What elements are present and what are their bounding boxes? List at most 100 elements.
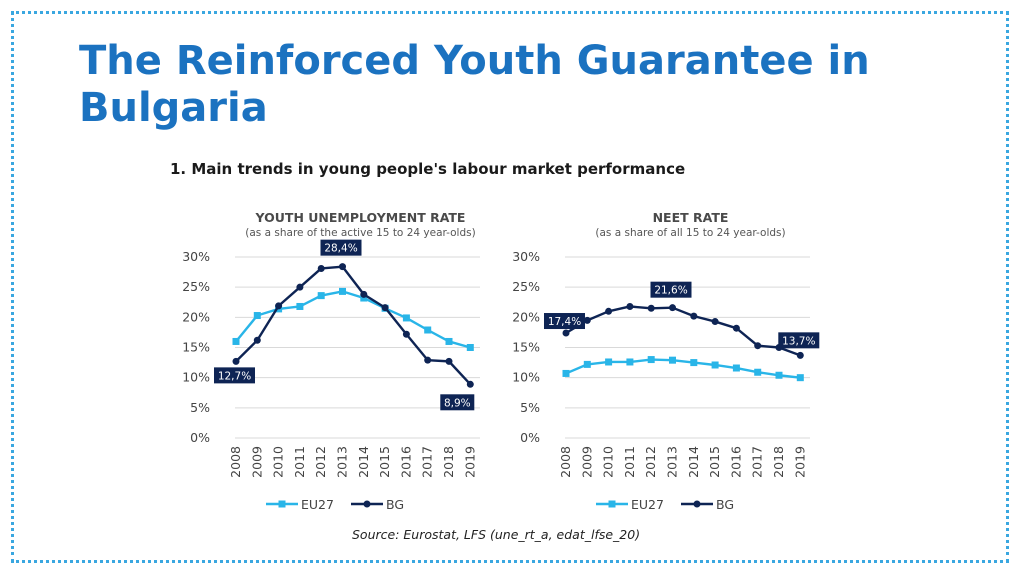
x-tick-label: 2009 xyxy=(249,446,264,478)
x-tick-label: 2010 xyxy=(601,446,616,478)
point-eu27 xyxy=(445,337,453,345)
data-label: 21,6% xyxy=(654,285,687,297)
data-label: 17,4% xyxy=(548,316,581,328)
x-tick-label: 2015 xyxy=(707,446,722,478)
y-tick-label: 5% xyxy=(520,400,540,415)
point-bg xyxy=(253,336,261,344)
point-eu27 xyxy=(562,369,570,377)
x-tick-label: 2017 xyxy=(420,446,435,478)
y-tick-label: 0% xyxy=(520,430,540,445)
section-heading: 1. Main trends in young people's labour … xyxy=(170,160,686,178)
x-tick-label: 2016 xyxy=(728,446,743,478)
point-bg xyxy=(732,324,740,332)
y-tick-label: 25% xyxy=(182,279,210,294)
slide-frame xyxy=(11,11,1009,563)
legend-marker-bg xyxy=(693,500,701,508)
x-tick-label: 2014 xyxy=(686,446,701,478)
point-eu27 xyxy=(690,359,698,367)
point-eu27 xyxy=(360,294,368,302)
point-bg xyxy=(466,380,474,388)
data-label: 28,4% xyxy=(324,243,357,255)
point-eu27 xyxy=(583,360,591,368)
series-line-bg xyxy=(565,305,801,357)
chart-subtitle: (as a share of all 15 to 24 year-olds) xyxy=(595,227,785,239)
x-tick-label: 2011 xyxy=(292,446,307,478)
point-eu27 xyxy=(339,287,346,295)
point-bg xyxy=(711,318,719,326)
chart-subtitle: (as a share of the active 15 to 24 year-… xyxy=(245,227,475,239)
y-tick-label: 25% xyxy=(512,279,540,294)
y-tick-label: 10% xyxy=(512,370,540,385)
point-eu27 xyxy=(402,314,410,322)
point-bg xyxy=(754,342,762,350)
data-label-box xyxy=(650,281,692,298)
x-tick-label: 2011 xyxy=(622,446,637,478)
x-tick-label: 2013 xyxy=(665,446,680,478)
point-eu27 xyxy=(466,344,474,351)
point-bg xyxy=(402,330,410,338)
x-tick-label: 2017 xyxy=(750,446,765,478)
y-tick-label: 15% xyxy=(512,340,540,355)
point-eu27 xyxy=(626,358,634,366)
youth-unemployment-chart: YOUTH UNEMPLOYMENT RATE (as a share of th… xyxy=(182,210,480,512)
legend-marker-bg xyxy=(363,500,371,508)
y-tick-label: 20% xyxy=(182,309,210,324)
x-tick-label: 2014 xyxy=(356,446,371,478)
point-bg xyxy=(232,357,240,365)
legend-marker-eu27 xyxy=(608,500,616,508)
point-eu27 xyxy=(711,361,719,369)
x-tick-label: 2015 xyxy=(377,446,392,478)
point-bg xyxy=(796,351,804,359)
point-eu27 xyxy=(647,356,655,364)
point-eu27 xyxy=(253,312,261,320)
point-bg xyxy=(690,312,698,320)
y-tick-label: 5% xyxy=(190,400,210,415)
slide-title: The Reinforced Youth Guarantee in Bulgar… xyxy=(79,38,870,131)
series-line-eu27 xyxy=(565,358,801,379)
x-tick-label: 2019 xyxy=(792,446,807,478)
point-eu27 xyxy=(796,374,804,382)
data-label-box xyxy=(320,239,362,256)
point-bg xyxy=(296,283,304,291)
x-tick-label: 2008 xyxy=(558,446,573,478)
neet-rate-chart: NEET RATE (as a share of all 15 to 24 yea… xyxy=(512,210,820,512)
legend-label-bg: BG xyxy=(386,497,404,512)
point-bg xyxy=(626,302,634,310)
point-bg xyxy=(605,307,613,315)
data-label-box xyxy=(214,367,255,384)
point-bg xyxy=(339,263,346,271)
y-tick-label: 30% xyxy=(512,249,540,264)
point-bg xyxy=(360,290,368,298)
point-eu27 xyxy=(775,371,783,379)
point-bg xyxy=(669,304,676,312)
point-bg xyxy=(647,304,655,312)
point-bg xyxy=(562,329,570,337)
point-eu27 xyxy=(317,292,325,300)
source-note: Source: Eurostat, LFS (une_rt_a, edat_lf… xyxy=(352,527,641,542)
x-tick-label: 2012 xyxy=(313,446,328,478)
point-eu27 xyxy=(732,364,740,372)
point-eu27 xyxy=(232,337,240,345)
data-label-box xyxy=(778,332,820,349)
point-bg xyxy=(381,304,389,312)
point-bg xyxy=(424,356,432,364)
data-label: 12,7% xyxy=(218,370,251,382)
x-tick-label: 2019 xyxy=(462,446,477,478)
point-eu27 xyxy=(296,302,304,310)
x-tick-label: 2008 xyxy=(228,446,243,478)
x-tick-label: 2016 xyxy=(398,446,413,478)
data-label-box xyxy=(440,394,475,411)
point-bg xyxy=(583,316,591,324)
x-tick-label: 2009 xyxy=(579,446,594,478)
chart-title: YOUTH UNEMPLOYMENT RATE xyxy=(255,210,466,225)
point-eu27 xyxy=(424,326,432,334)
y-tick-label: 15% xyxy=(182,340,210,355)
legend-marker-eu27 xyxy=(278,500,286,508)
y-tick-label: 10% xyxy=(182,370,210,385)
x-tick-label: 2018 xyxy=(771,446,786,478)
point-bg xyxy=(275,302,283,310)
y-tick-label: 30% xyxy=(182,249,210,264)
series-line-bg xyxy=(235,265,472,386)
point-eu27 xyxy=(669,356,676,364)
data-label: 8,9% xyxy=(444,397,471,409)
